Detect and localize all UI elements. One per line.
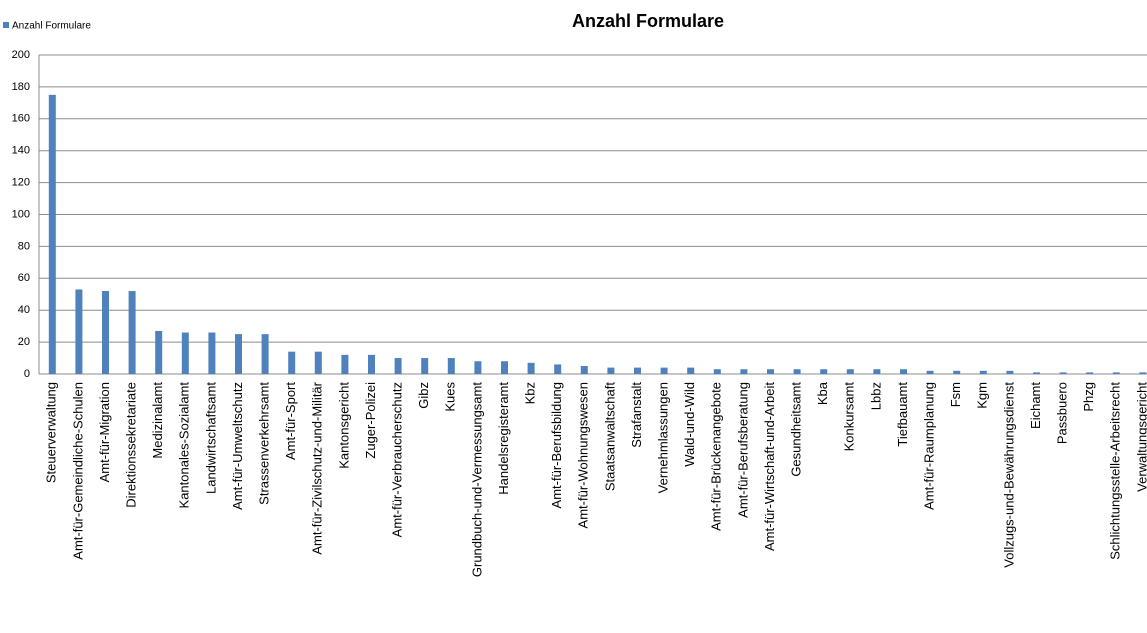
x-tick-label: Steuerverwaltung: [44, 382, 59, 483]
x-tick-label: Passbuero: [1055, 382, 1070, 444]
x-tick-label: Amt-für-Wirtschaft-und-Arbeit: [762, 382, 777, 551]
bar: [607, 367, 615, 374]
x-tick-label: Grundbuch-und-Vermessungsamt: [469, 382, 484, 577]
x-tick-label: Amt-für-Wohnungswesen: [576, 382, 591, 528]
bar: [181, 332, 189, 374]
x-tick-label: Vollzugs-und-Bewährungsdienst: [1001, 382, 1016, 568]
bar: [75, 289, 83, 374]
bar: [368, 354, 375, 374]
bar: [421, 358, 429, 374]
x-tick-label: Amt-für-Gemeindliche-Schulen: [70, 382, 85, 560]
bar: [660, 367, 668, 374]
bar: [314, 351, 322, 374]
x-tick-label: Direktionssekretariate: [124, 382, 139, 508]
y-tick-label: 60: [18, 272, 30, 284]
bar: [155, 330, 163, 374]
chart-title: Anzahl Formulare: [572, 11, 724, 31]
bar: [1139, 372, 1147, 374]
x-tick-label: Schlichtungsstelle-Arbeitsrecht: [1108, 382, 1123, 560]
bar: [1059, 372, 1067, 374]
x-tick-label: Strassenverkehrsamt: [257, 382, 272, 505]
bar: [102, 291, 109, 374]
bar: [740, 369, 748, 374]
x-tick-label: Staatsanwaltschaft: [602, 382, 617, 492]
x-tick-label: Lbbz: [868, 382, 883, 410]
y-tick-label: 120: [12, 177, 30, 189]
bar: [48, 94, 56, 374]
y-tick-label: 80: [18, 240, 30, 252]
x-tick-label: Kba: [815, 381, 830, 405]
bar: [527, 362, 535, 374]
x-tick-label: Kantonales-Sozialamt: [177, 382, 192, 509]
x-tick-label: Fsm: [948, 382, 963, 407]
bar: [208, 332, 216, 374]
bar: [1112, 372, 1120, 374]
bar: [1033, 372, 1040, 374]
bar: [1006, 370, 1014, 374]
x-tick-label: Amt-für-Berufsberatung: [735, 382, 750, 518]
x-tick-label: Amt-für-Zivilschutz-und-Militär: [310, 381, 325, 554]
x-tick-label: Wald-und-Wild: [682, 382, 697, 467]
bar: [926, 370, 934, 374]
x-tick-label: Kgm: [975, 382, 990, 409]
bar: [501, 361, 508, 374]
y-tick-label: 200: [12, 49, 30, 61]
bar: [767, 369, 774, 374]
x-tick-label: Amt-für-Verbraucherschutz: [390, 382, 405, 537]
bar: [793, 369, 801, 374]
y-tick-label: 140: [12, 145, 30, 157]
x-tick-label: Kbz: [523, 382, 538, 404]
x-tick-label: Amt-für-Brückenangebote: [709, 382, 724, 531]
y-tick-label: 0: [24, 368, 30, 380]
bar: [687, 367, 695, 374]
bar: [341, 354, 349, 374]
bar: [953, 370, 961, 374]
y-tick-label: 20: [18, 336, 30, 348]
bar: [580, 366, 588, 374]
legend-swatch: [3, 22, 9, 28]
x-tick-label: Amt-für-Migration: [97, 382, 112, 482]
x-tick-label: Gesundheitsamt: [789, 382, 804, 477]
x-tick-label: Amt-für-Berufsbildung: [549, 382, 564, 508]
bar: [288, 351, 296, 374]
bar: [261, 334, 269, 374]
bar: [474, 361, 482, 374]
x-tick-label: Amt-für-Sport: [283, 382, 298, 460]
bar: [820, 369, 828, 374]
x-tick-label: Gibz: [416, 382, 431, 409]
x-tick-label: Strafanstalt: [629, 382, 644, 448]
bar: [447, 358, 455, 374]
bar: [128, 291, 136, 374]
bar: [394, 358, 402, 374]
legend-label: Anzahl Formulare: [12, 21, 91, 32]
x-tick-label: Phzg: [1081, 382, 1096, 412]
x-tick-label: Kantonsgericht: [336, 382, 351, 469]
x-tick-label: Verwaltungsgericht: [1134, 382, 1147, 492]
x-tick-label: Landwirtschaftsamt: [203, 382, 218, 494]
x-tick-label: Medizinalamt: [150, 382, 165, 459]
bar: [1086, 372, 1094, 374]
x-tick-label: Tiefbauamt: [895, 382, 910, 447]
y-tick-label: 160: [12, 113, 30, 125]
x-tick-label: Amt-für-Umweltschutz: [230, 382, 245, 510]
bar: [846, 369, 854, 374]
bar: [554, 364, 562, 374]
bar: [873, 369, 881, 374]
bar: [979, 370, 987, 374]
bar: [235, 334, 242, 374]
x-tick-label: Vernehmlassungen: [656, 382, 671, 493]
bar: [634, 367, 641, 374]
bar: [900, 369, 907, 374]
x-tick-label: Konkursamt: [842, 382, 857, 452]
x-tick-label: Zuger-Polizei: [363, 382, 378, 459]
x-tick-label: Kues: [443, 382, 458, 412]
bar: [713, 369, 721, 374]
x-tick-label: Eichamt: [1028, 382, 1043, 429]
y-tick-label: 180: [12, 81, 30, 93]
y-tick-label: 40: [18, 304, 30, 316]
x-tick-label: Amt-für-Raumplanung: [922, 382, 937, 510]
y-tick-label: 100: [12, 208, 30, 220]
x-tick-label: Handelsregisteramt: [496, 382, 511, 495]
